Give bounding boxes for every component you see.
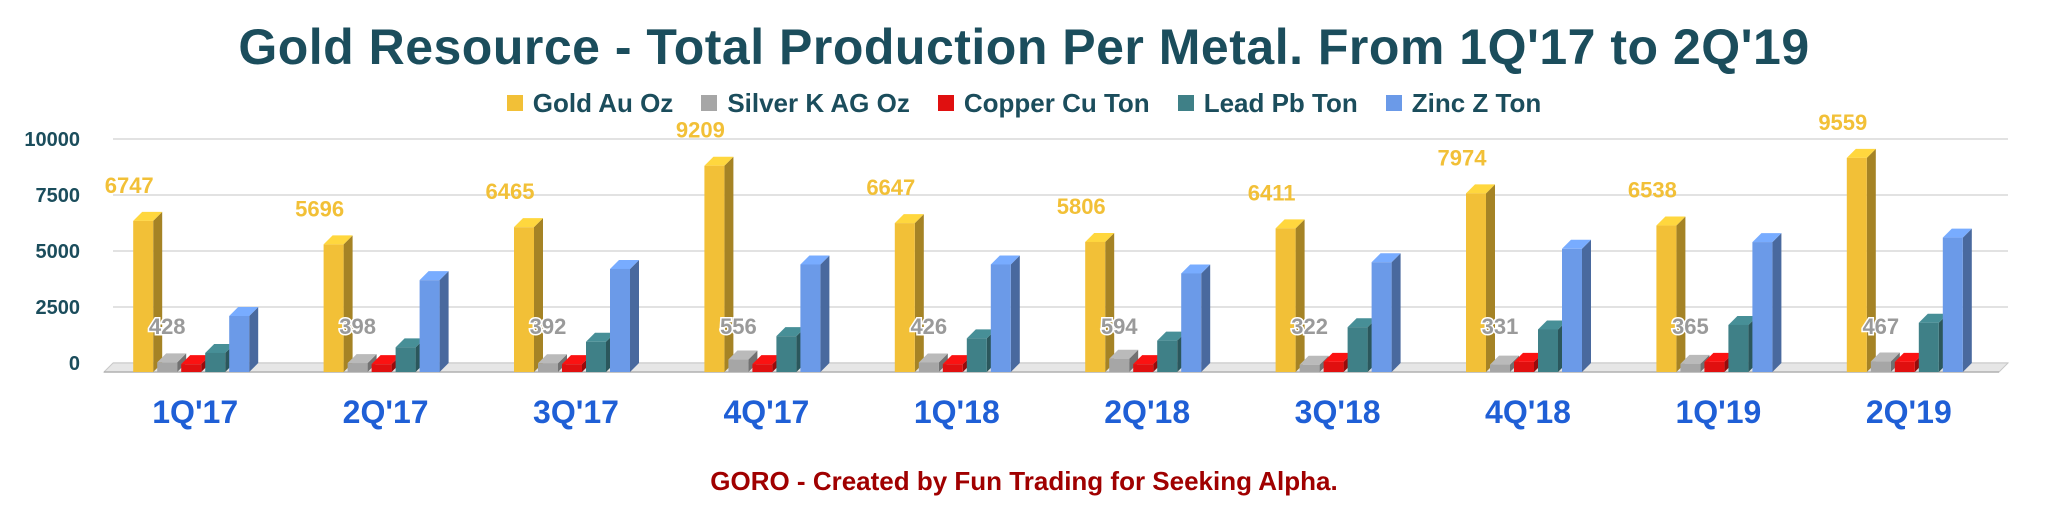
x-tick-label: 3Q'18 — [1295, 394, 1381, 430]
bar — [229, 307, 259, 372]
legend-swatch — [506, 95, 523, 111]
legend-item: Copper Cu Ton — [937, 88, 1150, 119]
data-label: 6411 — [1248, 180, 1296, 205]
data-label: 556 — [720, 314, 757, 339]
data-label: 365 — [1672, 314, 1709, 339]
x-tick-label: 2Q'17 — [343, 394, 429, 430]
footer-annotation: GORO - Created by Fun Trading for Seekin… — [710, 466, 1338, 496]
bar — [1371, 253, 1401, 372]
data-label: 331 — [1482, 314, 1519, 339]
data-label: 6538 — [1628, 178, 1677, 203]
label-layer: 6747 428 5696 398 6465 392 9209 556 6647 426 5806 5… — [105, 110, 1901, 341]
data-label: 7974 — [1438, 145, 1488, 170]
data-label: 594 — [1101, 314, 1138, 339]
x-tick-label: 1Q'18 — [914, 394, 1000, 430]
x-tick-label: 2Q'19 — [1866, 394, 1952, 430]
data-label: 6465 — [486, 179, 535, 204]
legend-swatch — [1385, 95, 1402, 111]
legend-item: Gold Au Oz — [506, 88, 674, 119]
x-tick-label: 4Q'18 — [1485, 394, 1571, 430]
data-label: 426 — [910, 314, 947, 339]
legend-item: Lead Pb Ton — [1177, 88, 1358, 119]
bar — [1562, 239, 1591, 372]
bar-layer — [133, 148, 1972, 372]
data-label: 5806 — [1057, 194, 1106, 219]
bar — [800, 255, 830, 372]
data-label: 392 — [530, 314, 567, 339]
data-label: 9559 — [1818, 110, 1867, 135]
legend: Gold Au Oz Silver K AG Oz Copper Cu Ton Lea… — [0, 88, 2048, 119]
data-label: 6647 — [866, 175, 915, 200]
bar — [514, 218, 543, 372]
chart-title: Gold Resource - Total Production Per Met… — [238, 19, 1810, 75]
legend-item: Silver K AG Oz — [701, 88, 910, 119]
data-label: 467 — [1862, 314, 1899, 339]
data-label: 5696 — [295, 196, 344, 221]
legend-swatch — [937, 95, 954, 111]
bar — [918, 353, 948, 372]
bar — [990, 255, 1020, 372]
legend-swatch — [1177, 95, 1194, 111]
bar — [1085, 232, 1115, 372]
data-label: 6747 — [105, 173, 154, 198]
x-tick-label: 1Q'17 — [152, 394, 238, 430]
data-label: 398 — [339, 314, 376, 339]
bar — [133, 211, 163, 372]
data-label: 9209 — [676, 118, 725, 143]
data-label: 322 — [1291, 314, 1328, 339]
bar — [1656, 216, 1686, 372]
y-tick-label: 5000 — [36, 241, 81, 263]
legend-label: Lead Pb Ton — [1203, 88, 1358, 118]
bar — [1181, 264, 1211, 372]
bar — [157, 353, 187, 372]
bar — [1846, 148, 1876, 372]
bar — [728, 350, 758, 372]
x-tick-label: 3Q'17 — [533, 394, 619, 430]
bar — [1109, 349, 1139, 372]
legend-label: Copper Cu Ton — [963, 88, 1150, 118]
bar — [894, 214, 924, 372]
bar — [1942, 228, 1972, 372]
bar — [347, 354, 377, 372]
y-tick-label: 7500 — [36, 185, 81, 207]
x-tick-label: 1Q'19 — [1675, 394, 1761, 430]
y-tick-label: 10000 — [24, 129, 80, 151]
bar — [419, 271, 449, 372]
bar — [538, 354, 567, 372]
bar — [1466, 184, 1495, 372]
x-tick-label: 4Q'17 — [723, 394, 809, 430]
legend-swatch — [701, 95, 718, 111]
bar — [610, 259, 639, 372]
x-tick-label: 2Q'18 — [1104, 394, 1190, 430]
legend-label: Gold Au Oz — [532, 88, 674, 118]
y-tick-label: 2500 — [36, 297, 81, 319]
bar — [1752, 233, 1782, 372]
bar — [323, 235, 353, 372]
grid-layer — [113, 138, 2008, 364]
data-label: 428 — [149, 314, 186, 339]
legend-label: Silver K AG Oz — [727, 88, 910, 118]
legend-label: Zinc Z Ton — [1411, 88, 1542, 118]
bar — [1275, 219, 1305, 372]
bar — [704, 156, 734, 372]
legend-item: Zinc Z Ton — [1385, 88, 1542, 119]
y-tick-label: 0 — [69, 353, 80, 375]
